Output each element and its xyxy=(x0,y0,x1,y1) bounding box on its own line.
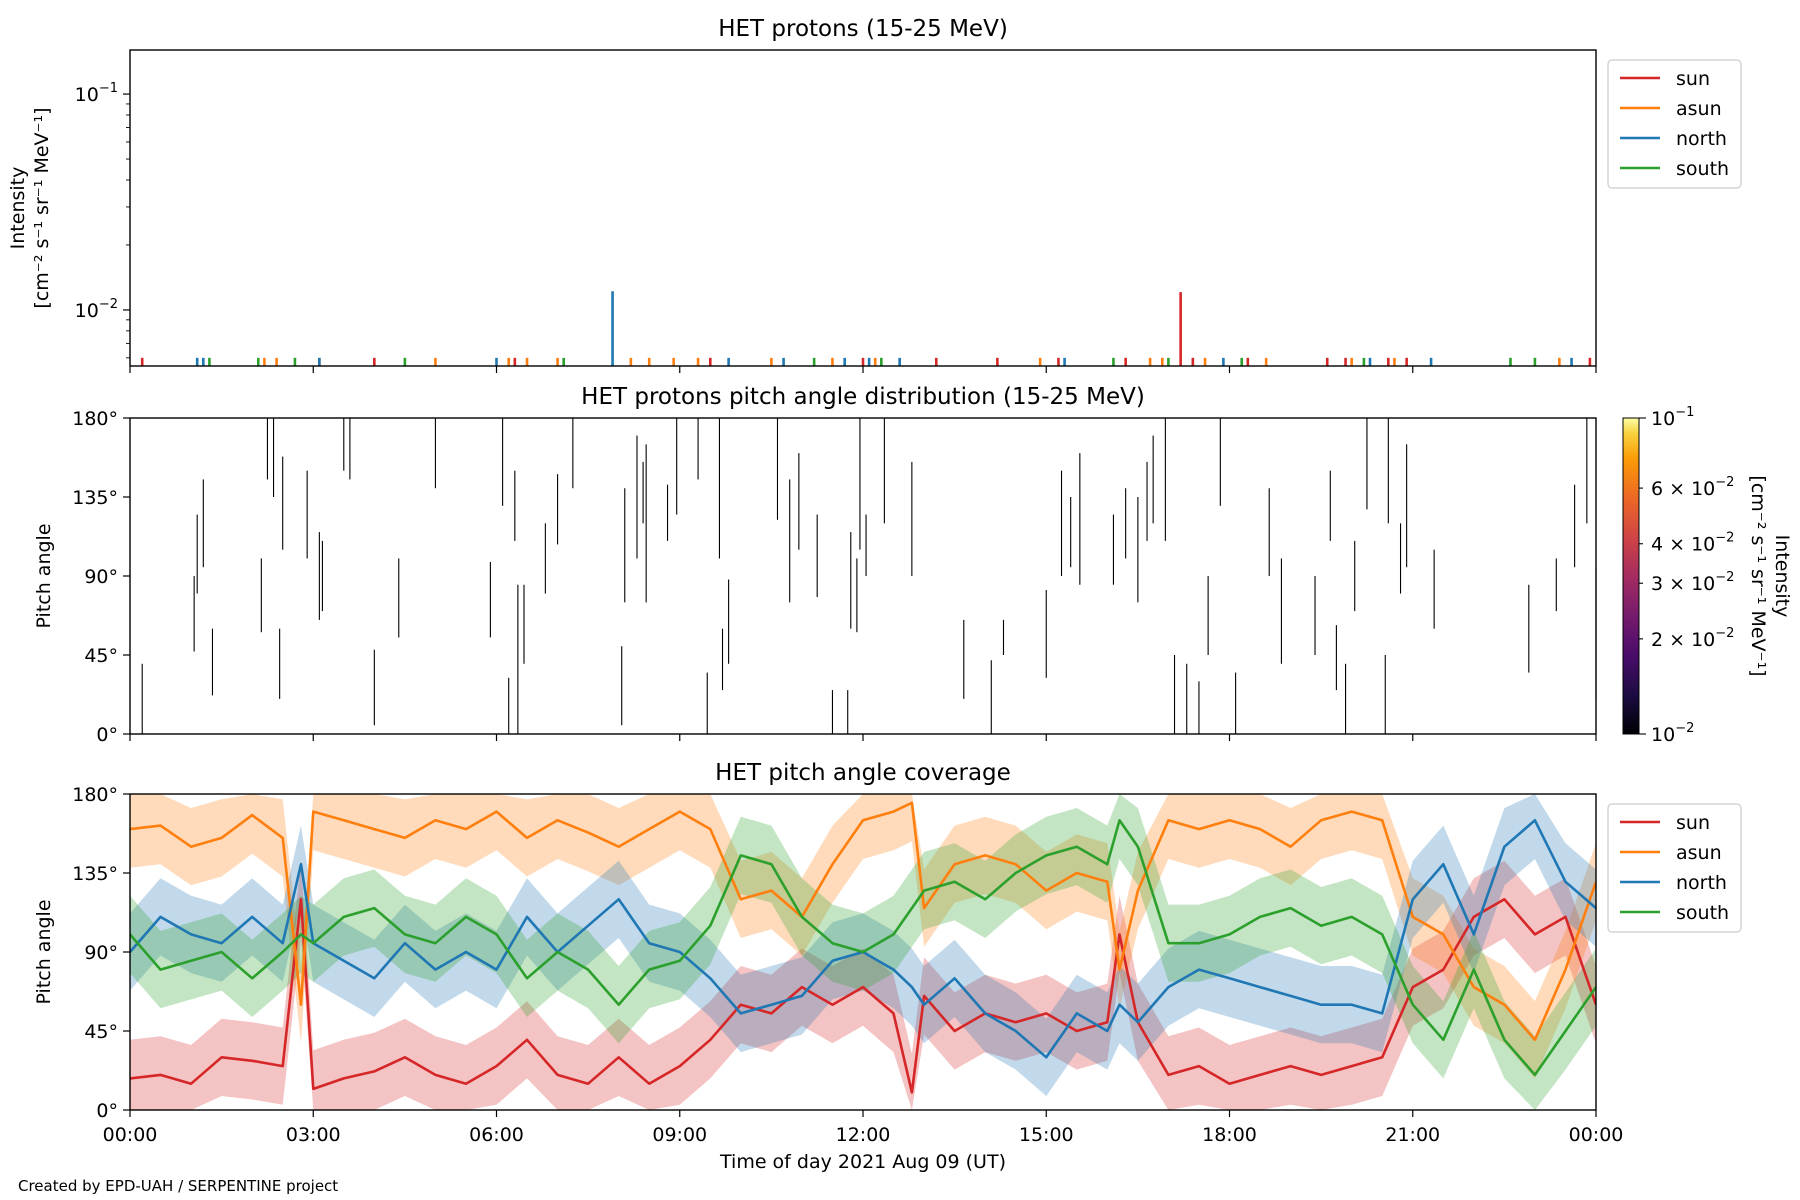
intensity-y-tick-label-base: 10 xyxy=(75,84,99,106)
intensity-y-tick-label-exp: −2 xyxy=(99,297,118,312)
intensity-axes-frame xyxy=(129,49,1597,367)
x-axis-label: Time of day 2021 Aug 09 (UT) xyxy=(719,1151,1006,1173)
colorbar-tick-label-exp: −2 xyxy=(1715,570,1734,585)
coverage-line-south xyxy=(130,818,1596,1077)
y-tick-label: 45° xyxy=(84,1021,118,1043)
y-tick-label: 135° xyxy=(72,863,118,885)
x-tick-label: 09:00 xyxy=(652,1124,707,1146)
y-tick-label: 90° xyxy=(84,942,118,964)
y-tick-label: 0° xyxy=(96,1100,118,1122)
intensity-y-tick-label: 10−2 xyxy=(75,297,118,322)
colorbar-tick-label-exp: −2 xyxy=(1675,721,1694,736)
colorbar-label-line1: Intensity xyxy=(1771,535,1793,618)
colorbar-tick-label: 2 × 10−2 xyxy=(1651,626,1734,651)
intensity-ylabel-line1: Intensity xyxy=(7,167,29,250)
intensity-legend-frame xyxy=(1607,59,1742,189)
pitch-distribution-segments xyxy=(141,418,1597,734)
footer-credit: Created by EPD-UAH / SERPENTINE project xyxy=(18,1177,338,1195)
coverage-line-north xyxy=(130,818,1596,1059)
coverage-band-asun xyxy=(130,794,1596,1079)
legend-label-sun: sun xyxy=(1676,68,1710,90)
x-tick-label: 15:00 xyxy=(1019,1124,1074,1146)
legend-label-north: north xyxy=(1676,872,1727,894)
x-tick-label: 06:00 xyxy=(469,1124,524,1146)
intensity-colorbar: 10−16 × 10−24 × 10−23 × 10−22 × 10−210−2… xyxy=(1622,405,1793,746)
intensity-y-tick-label-exp: −1 xyxy=(99,81,118,96)
colorbar-tick-label-base: 4 × 10 xyxy=(1651,534,1715,556)
pitch-coverage-ylabel: Pitch angle xyxy=(33,899,55,1004)
legend-label-asun: asun xyxy=(1676,98,1722,120)
intensity-panel: HET protons (15-25 MeV) Intensity [cm⁻² … xyxy=(7,16,1742,373)
colorbar-tick-label: 6 × 10−2 xyxy=(1651,475,1734,500)
intensity-y-tick-label: 10−1 xyxy=(75,81,118,106)
intensity-ylabel-line2: [cm⁻² s⁻¹ sr⁻¹ MeV⁻¹] xyxy=(31,107,53,308)
pitch-coverage-panel: HET pitch angle coverage Pitch angle 0° 4… xyxy=(33,760,1742,1173)
intensity-y-tick-label-base: 10 xyxy=(75,300,99,322)
pitch-distribution-panel: HET protons pitch angle distribution (15… xyxy=(33,384,1793,746)
coverage-legend: sun asun north south xyxy=(1607,803,1742,933)
pitch-distribution-axes-frame xyxy=(129,417,1597,735)
colorbar-tick-label: 10−1 xyxy=(1651,405,1694,430)
legend-label-sun: sun xyxy=(1676,812,1710,834)
x-tick-label: 03:00 xyxy=(286,1124,341,1146)
colorbar-tick-label-base: 10 xyxy=(1651,408,1675,430)
colorbar-tick-label-base: 3 × 10 xyxy=(1651,573,1715,595)
pitch-coverage-lines xyxy=(130,801,1596,1094)
colorbar-label-line2: [cm⁻² s⁻¹ sr⁻¹ MeV⁻¹] xyxy=(1747,475,1769,676)
y-tick-label: 0° xyxy=(96,724,118,746)
pitch-coverage-axes-frame xyxy=(129,793,1597,1111)
pitch-coverage-title: HET pitch angle coverage xyxy=(715,760,1011,786)
coverage-band-sun xyxy=(130,860,1596,1110)
pitch-distribution-title: HET protons pitch angle distribution (15… xyxy=(581,384,1145,410)
pitch-coverage-x-ticks: 00:00 03:00 06:00 09:00 12:00 15:00 18:00 21:00… xyxy=(103,1110,1624,1146)
colorbar-tick-label-base: 2 × 10 xyxy=(1651,629,1715,651)
colorbar-tick-label-exp: −1 xyxy=(1675,405,1694,420)
legend-label-south: south xyxy=(1676,902,1729,924)
legend-label-north: north xyxy=(1676,128,1727,150)
coverage-line-sun xyxy=(130,897,1596,1094)
colorbar-tick-label-exp: −2 xyxy=(1715,475,1734,490)
x-tick-label: 00:00 xyxy=(1569,1124,1624,1146)
x-tick-label: 18:00 xyxy=(1202,1124,1257,1146)
y-tick-label: 180° xyxy=(72,408,118,430)
colorbar-tick-label-exp: −2 xyxy=(1715,531,1734,546)
colorbar-tick-label-base: 10 xyxy=(1651,724,1675,746)
x-tick-label: 21:00 xyxy=(1385,1124,1440,1146)
coverage-band-north xyxy=(130,794,1596,1096)
colorbar-tick-label-base: 6 × 10 xyxy=(1651,478,1715,500)
colorbar-tick-label: 4 × 10−2 xyxy=(1651,531,1734,556)
y-tick-label: 90° xyxy=(84,566,118,588)
intensity-panel-title: HET protons (15-25 MeV) xyxy=(718,16,1008,42)
colorbar-tick-label: 3 × 10−2 xyxy=(1651,570,1734,595)
colorbar-gradient xyxy=(1622,417,1640,735)
y-tick-label: 135° xyxy=(72,487,118,509)
intensity-y-ticks: 10−110−2 xyxy=(75,81,130,359)
pitch-coverage-y-ticks: 0° 45° 90° 135° 180° xyxy=(72,784,130,1122)
pitch-distribution-y-ticks: 0° 45° 90° 135° 180° xyxy=(72,408,130,746)
pitch-distribution-ylabel: Pitch angle xyxy=(33,523,55,628)
intensity-x-ticks xyxy=(129,366,1597,373)
pitch-distribution-x-ticks xyxy=(129,734,1597,741)
y-tick-label: 180° xyxy=(72,784,118,806)
coverage-line-asun xyxy=(130,801,1596,1042)
legend-label-asun: asun xyxy=(1676,842,1722,864)
coverage-legend-frame xyxy=(1607,803,1742,933)
intensity-bars xyxy=(140,291,1592,366)
colorbar-ticks: 10−16 × 10−24 × 10−23 × 10−22 × 10−210−2 xyxy=(1639,405,1734,746)
legend-label-south: south xyxy=(1676,158,1729,180)
x-tick-label: 12:00 xyxy=(836,1124,891,1146)
colorbar-tick-label: 10−2 xyxy=(1651,721,1694,746)
y-tick-label: 45° xyxy=(84,645,118,667)
intensity-legend: sun asun north south xyxy=(1607,59,1742,189)
colorbar-tick-label-exp: −2 xyxy=(1715,626,1734,641)
x-tick-label: 00:00 xyxy=(103,1124,158,1146)
